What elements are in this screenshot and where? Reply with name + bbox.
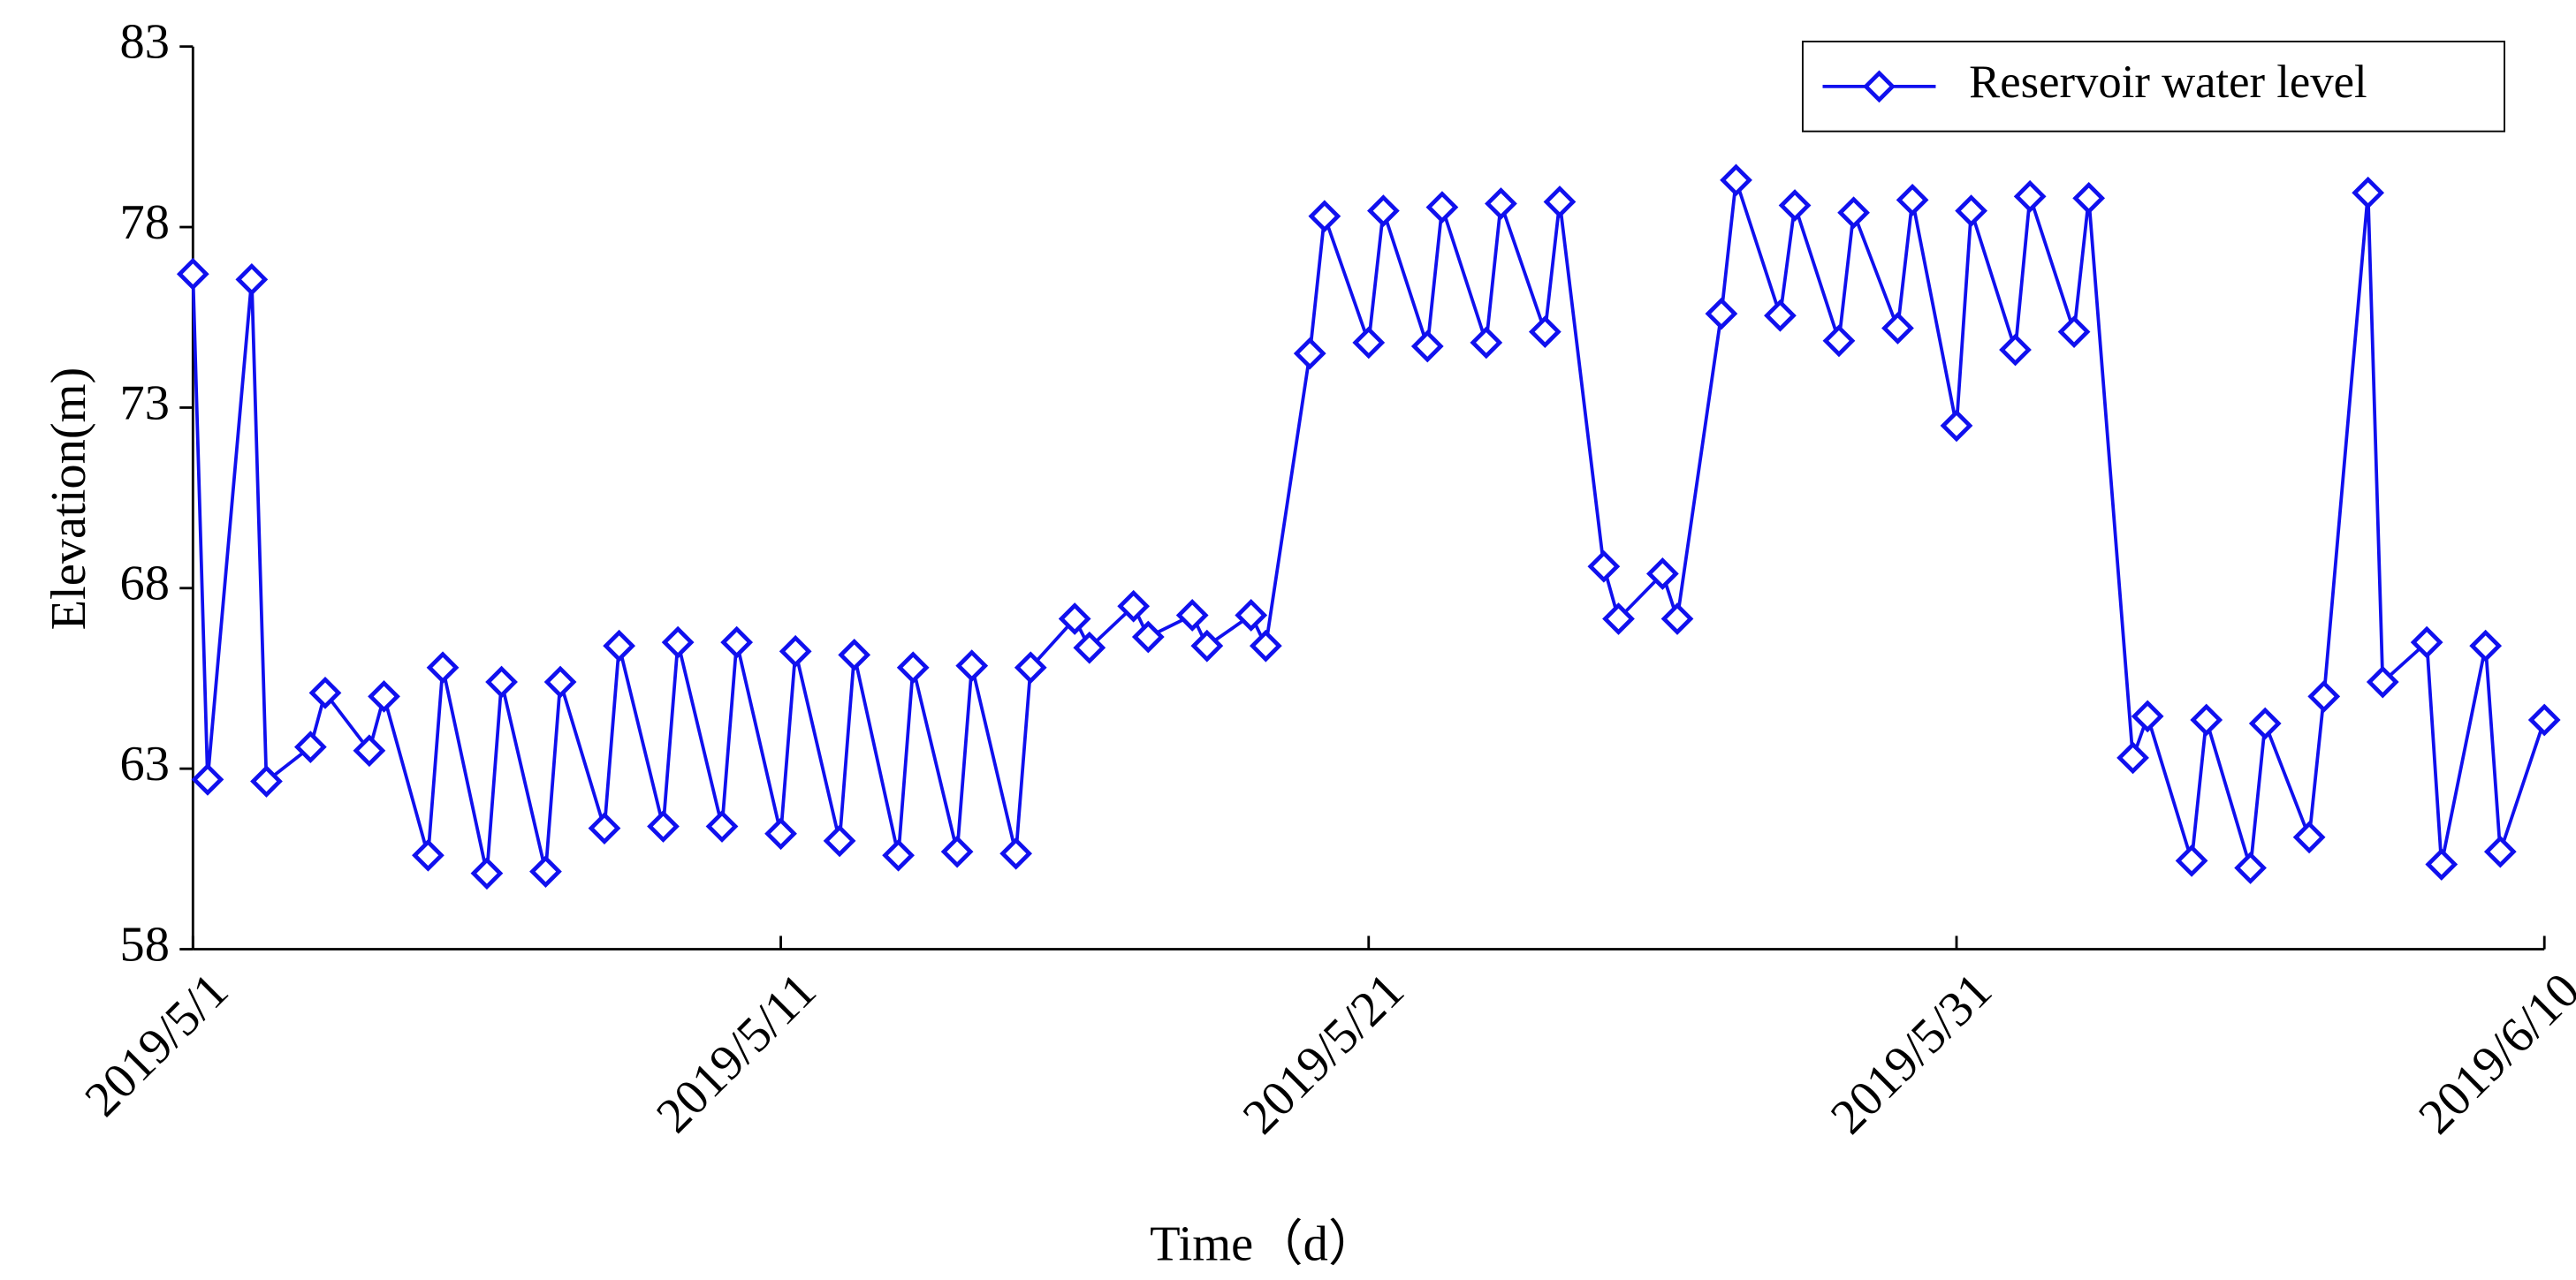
- data-point: [1293, 337, 1326, 370]
- data-point: [412, 838, 445, 872]
- data-point: [2131, 700, 2164, 733]
- data-point: [2190, 703, 2223, 737]
- data-point: [2527, 703, 2561, 737]
- data-point: [1999, 333, 2032, 367]
- data-point: [1896, 184, 1929, 216]
- y-tick-label: 73: [120, 375, 170, 430]
- data-point: [999, 837, 1033, 870]
- data-point: [235, 262, 269, 296]
- y-tick-label: 78: [120, 195, 170, 250]
- data-point: [647, 810, 680, 843]
- data-point: [543, 665, 577, 699]
- data-point: [2234, 852, 2267, 884]
- data-point: [1602, 602, 1635, 635]
- data-point: [2057, 315, 2091, 348]
- data-point: [764, 817, 797, 851]
- data-point: [1940, 409, 1973, 443]
- data-point: [1425, 191, 1459, 223]
- y-axis-label: Elevation(m): [42, 367, 96, 631]
- data-point: [2483, 835, 2517, 868]
- data-point: [2425, 848, 2458, 881]
- data-point: [1778, 189, 1812, 222]
- data-point: [705, 810, 739, 843]
- data-point: [1352, 326, 1386, 360]
- data-point: [588, 812, 621, 844]
- data-point: [2469, 629, 2503, 663]
- data-point: [176, 257, 209, 291]
- data-point: [2013, 179, 2047, 213]
- data-point: [368, 680, 400, 713]
- data-point: [823, 824, 856, 858]
- x-axis-label: Time（d）: [1150, 1216, 1378, 1271]
- data-point: [529, 855, 562, 889]
- x-tick-label: 2019/5/11: [646, 963, 826, 1143]
- data-point: [1058, 602, 1091, 635]
- data-point: [603, 629, 635, 663]
- y-tick-label: 58: [120, 917, 170, 972]
- data-point: [1014, 651, 1047, 685]
- data-point: [1955, 194, 1988, 228]
- data-point: [2116, 741, 2149, 775]
- data-point: [1175, 599, 1209, 632]
- data-point: [2292, 821, 2326, 854]
- x-tick-label: 2019/6/10: [2408, 963, 2576, 1145]
- data-point: [1249, 629, 1282, 663]
- data-point: [426, 651, 460, 685]
- data-point: [353, 734, 386, 768]
- data-point: [1367, 194, 1400, 228]
- data-point: [1822, 324, 1856, 358]
- data-point: [1235, 599, 1268, 632]
- legend-marker: [1863, 70, 1896, 103]
- data-point: [2410, 625, 2443, 659]
- data-point: [1308, 200, 1341, 233]
- x-tick-label: 2019/5/21: [1233, 963, 1415, 1145]
- data-point: [896, 651, 930, 685]
- data-point: [2248, 707, 2282, 740]
- data-point: [1117, 589, 1151, 623]
- data-point: [1485, 187, 1517, 220]
- data-point: [1410, 329, 1444, 363]
- data-point: [1645, 557, 1679, 590]
- data-point: [955, 649, 989, 683]
- data-point: [2175, 844, 2208, 877]
- data-point: [661, 625, 695, 659]
- data-point: [191, 763, 224, 796]
- data-point: [1660, 602, 1694, 635]
- data-point: [940, 835, 974, 868]
- data-point: [838, 639, 871, 671]
- data-point: [250, 765, 283, 798]
- legend-label: Reservoir water level: [1969, 57, 2367, 108]
- data-point: [720, 625, 754, 659]
- data-point: [1587, 549, 1621, 583]
- data-point: [1764, 299, 1797, 332]
- data-point: [485, 665, 518, 699]
- data-point: [1073, 631, 1106, 664]
- data-point: [2307, 680, 2341, 713]
- data-point: [2072, 181, 2106, 215]
- data-point: [2366, 665, 2399, 699]
- data-point: [1720, 163, 1752, 197]
- data-point: [779, 634, 812, 668]
- x-tick-label: 2019/5/1: [75, 963, 239, 1127]
- data-point: [470, 857, 504, 890]
- data-point: [1837, 196, 1870, 230]
- y-tick-label: 68: [120, 557, 170, 611]
- y-tick-label: 83: [120, 15, 170, 70]
- data-point: [293, 731, 327, 764]
- data-point: [2352, 176, 2385, 209]
- y-tick-label: 63: [120, 737, 170, 791]
- data-point: [1470, 326, 1503, 360]
- x-tick-label: 2019/5/31: [1820, 963, 2002, 1145]
- data-point: [1881, 312, 1914, 345]
- data-point: [1705, 297, 1738, 330]
- data-point: [882, 838, 915, 872]
- data-point: [1543, 186, 1577, 218]
- data-point: [1190, 629, 1224, 663]
- data-point: [1131, 620, 1165, 654]
- data-line: [191, 179, 2546, 875]
- data-point: [1528, 315, 1562, 348]
- data-point: [308, 676, 342, 709]
